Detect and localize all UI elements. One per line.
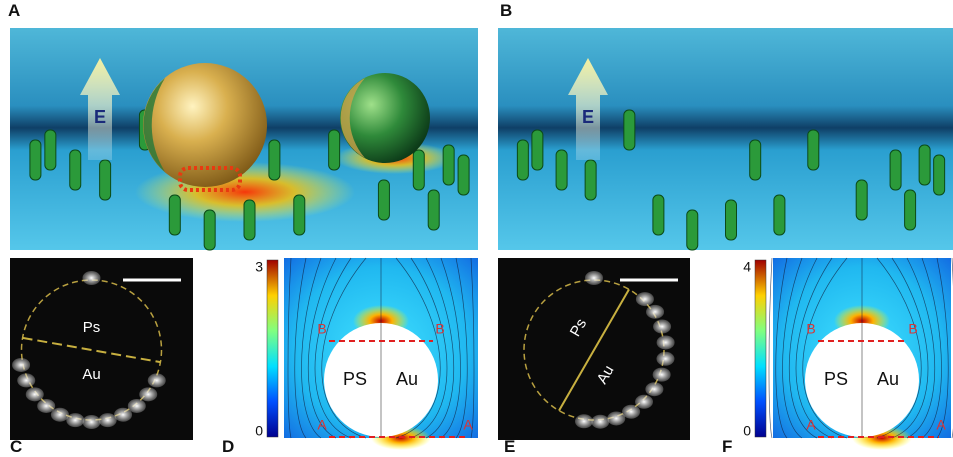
- bacterium: [443, 145, 454, 185]
- bacterium-spot: [657, 335, 675, 349]
- cut-label: B: [435, 321, 444, 337]
- bacterium-spot: [139, 387, 157, 401]
- bacterium: [70, 150, 81, 190]
- bacterium-spot: [83, 415, 101, 429]
- bacterium: [774, 195, 785, 235]
- cut-label: B: [908, 321, 917, 337]
- panel-label: E: [504, 437, 515, 456]
- panel-label: A: [8, 1, 20, 20]
- bacterium: [532, 130, 543, 170]
- figure: EEPsAuPsAu30PSAuBBAA40PSAuBBAA A B C D E…: [0, 0, 953, 457]
- bacterium-spot: [645, 382, 663, 396]
- bacterium-spot: [591, 415, 609, 429]
- cut-label: A: [936, 417, 946, 433]
- bacterium: [30, 140, 41, 180]
- bacterium: [294, 195, 305, 235]
- panel-label: C: [10, 437, 22, 456]
- hemisphere-label: Au: [877, 369, 899, 389]
- bacterium-spot: [12, 358, 30, 372]
- bacterium: [808, 130, 819, 170]
- bacterium-spot: [646, 305, 664, 319]
- bacterium-spot: [114, 408, 132, 422]
- illustration: E: [10, 28, 478, 250]
- bacterium: [750, 140, 761, 180]
- hemisphere-label: PS: [824, 369, 848, 389]
- colorbar: [755, 260, 766, 437]
- micrograph: PsAu: [498, 258, 690, 440]
- hemisphere-label: Au: [396, 369, 418, 389]
- field-map: 4 0 PS Au B B A A: [743, 258, 953, 450]
- bacterium-spot: [17, 373, 35, 387]
- bacterium-spot: [575, 414, 593, 428]
- bacterium-spot: [99, 413, 117, 427]
- bacterium: [934, 155, 945, 195]
- bacterium: [585, 160, 596, 200]
- cut-label: B: [806, 321, 815, 337]
- bacterium: [269, 140, 280, 180]
- colorbar: [267, 260, 278, 437]
- bacterium: [169, 195, 180, 235]
- bacterium: [45, 130, 56, 170]
- bacterium-spot: [66, 413, 84, 427]
- bacterium-spot: [607, 411, 625, 425]
- colorbar-label: 0: [743, 423, 751, 439]
- bacterium: [624, 110, 635, 150]
- colorbar-label: 0: [255, 423, 263, 439]
- bacterium: [653, 195, 664, 235]
- bacterium: [378, 180, 389, 220]
- bacterium: [556, 150, 567, 190]
- bacterium: [413, 150, 424, 190]
- bacterium: [428, 190, 439, 230]
- micrograph-background: [10, 258, 193, 440]
- cut-label: B: [317, 321, 326, 337]
- bacterium: [890, 150, 901, 190]
- bacterium: [517, 140, 528, 180]
- field-label: E: [582, 107, 594, 127]
- bacterium: [726, 200, 737, 240]
- cut-label: A: [806, 417, 816, 433]
- bacterium: [919, 145, 930, 185]
- panel-label: F: [722, 437, 732, 456]
- hemisphere-label: Ps: [83, 319, 101, 336]
- hemisphere-label: Au: [82, 366, 100, 383]
- bacterium: [329, 130, 340, 170]
- field-map: 3 0 PS Au B B A A: [255, 258, 478, 450]
- cut-label: A: [463, 417, 473, 433]
- bacterium-spot: [148, 373, 166, 387]
- bacterium: [204, 210, 215, 250]
- bacterium: [458, 155, 469, 195]
- bacterium: [687, 210, 698, 250]
- bacterium: [244, 200, 255, 240]
- illustration: E: [498, 28, 953, 250]
- bacterium: [100, 160, 111, 200]
- field-line: [769, 258, 772, 438]
- panel-label: B: [500, 1, 512, 20]
- field-label: E: [94, 107, 106, 127]
- bacterium-spot: [37, 399, 55, 413]
- bacterium-spot: [635, 395, 653, 409]
- bacterium-spot: [636, 292, 654, 306]
- panel-label: D: [222, 437, 234, 456]
- colorbar-label: 4: [743, 259, 751, 275]
- bacterium-spot: [585, 271, 603, 285]
- colorbar-label: 3: [255, 259, 263, 275]
- hemisphere-label: PS: [343, 369, 367, 389]
- bacterium-spot: [653, 368, 671, 382]
- bacterium-spot: [653, 320, 671, 334]
- bacterium-spot: [26, 387, 44, 401]
- micrograph: Ps Au: [10, 258, 193, 440]
- bacterium: [856, 180, 867, 220]
- bacterium: [905, 190, 916, 230]
- bacterium-spot: [83, 271, 101, 285]
- cut-label: A: [317, 417, 327, 433]
- bacterium-spot: [656, 352, 674, 366]
